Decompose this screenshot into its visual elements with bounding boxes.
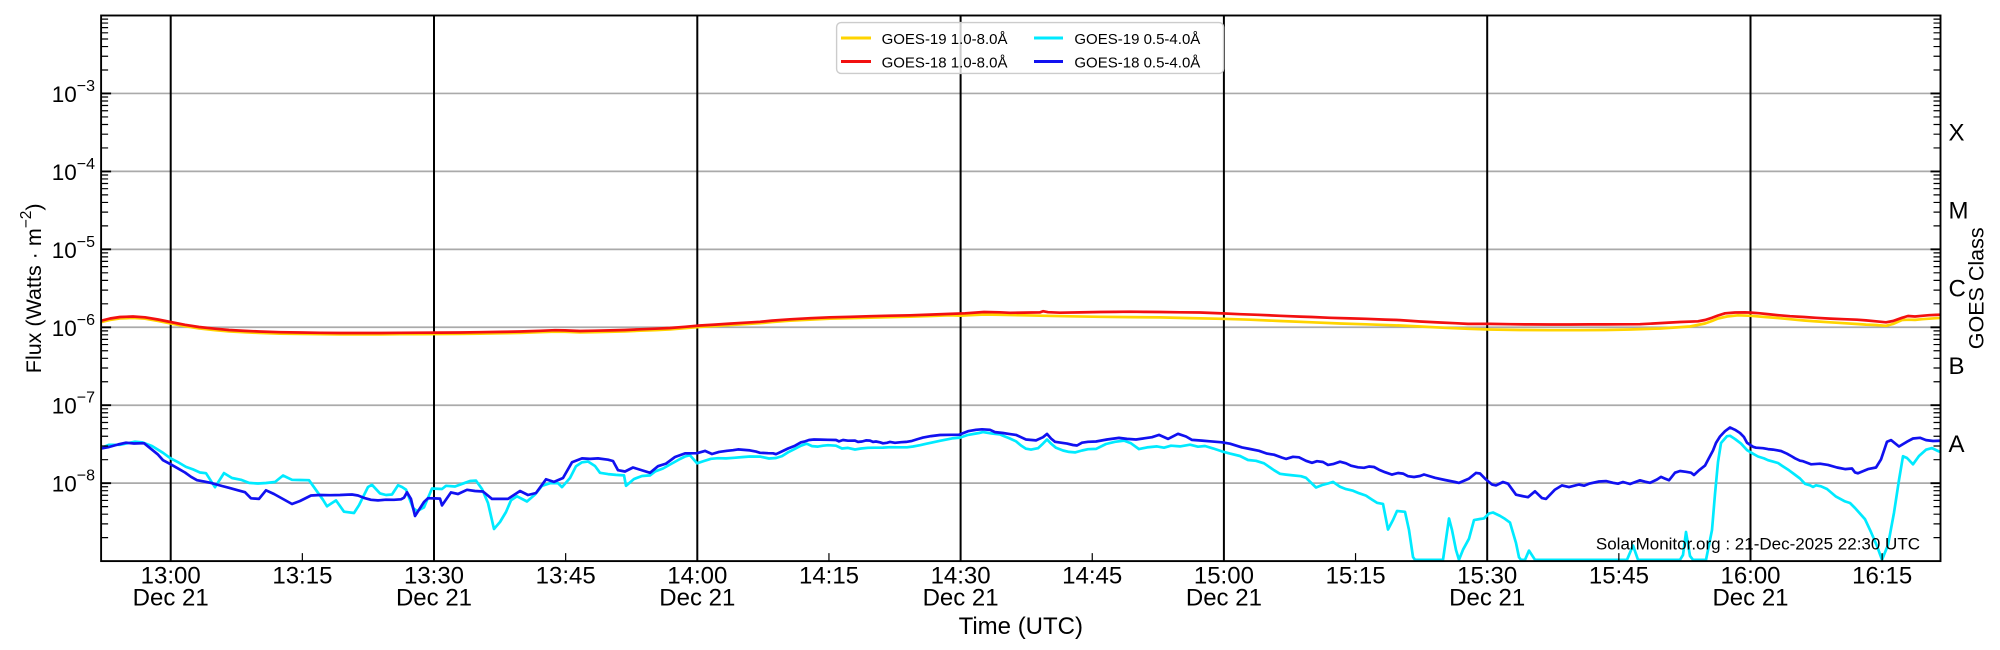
- svg-text:Dec 21: Dec 21: [659, 585, 735, 612]
- svg-text:14:00: 14:00: [667, 563, 727, 590]
- svg-text:SolarMonitor.org : 21-Dec-2025: SolarMonitor.org : 21-Dec-2025 22:30 UTC: [1596, 535, 1920, 554]
- svg-text:GOES Class: GOES Class: [1965, 227, 1989, 349]
- svg-text:Time (UTC): Time (UTC): [959, 613, 1083, 640]
- svg-text:C: C: [1949, 275, 1966, 302]
- svg-text:Flux (Watts · m−2): Flux (Watts · m−2): [18, 203, 46, 373]
- svg-text:GOES-18 0.5-4.0Å: GOES-18 0.5-4.0Å: [1074, 55, 1200, 72]
- svg-text:15:00: 15:00: [1194, 563, 1254, 590]
- svg-text:15:30: 15:30: [1457, 563, 1517, 590]
- svg-text:B: B: [1949, 353, 1965, 380]
- svg-text:14:30: 14:30: [931, 563, 991, 590]
- svg-text:13:15: 13:15: [272, 563, 332, 590]
- svg-text:GOES-19 0.5-4.0Å: GOES-19 0.5-4.0Å: [1074, 31, 1200, 48]
- svg-text:Dec 21: Dec 21: [133, 585, 209, 612]
- svg-text:GOES-18 1.0-8.0Å: GOES-18 1.0-8.0Å: [882, 55, 1008, 72]
- svg-text:A: A: [1949, 431, 1965, 458]
- svg-text:15:45: 15:45: [1589, 563, 1649, 590]
- svg-text:16:15: 16:15: [1852, 563, 1912, 590]
- svg-text:Dec 21: Dec 21: [923, 585, 999, 612]
- svg-text:13:45: 13:45: [536, 563, 596, 590]
- svg-text:15:15: 15:15: [1326, 563, 1386, 590]
- svg-text:X: X: [1949, 119, 1965, 146]
- svg-text:14:15: 14:15: [799, 563, 859, 590]
- svg-text:Dec 21: Dec 21: [1186, 585, 1262, 612]
- svg-text:Dec 21: Dec 21: [396, 585, 472, 612]
- svg-text:M: M: [1949, 197, 1969, 224]
- svg-text:10−7: 10−7: [52, 390, 95, 419]
- svg-text:Dec 21: Dec 21: [1712, 585, 1788, 612]
- svg-text:13:00: 13:00: [141, 563, 201, 590]
- svg-text:GOES-19 1.0-8.0Å: GOES-19 1.0-8.0Å: [882, 31, 1008, 48]
- svg-text:14:45: 14:45: [1062, 563, 1122, 590]
- svg-text:16:00: 16:00: [1720, 563, 1780, 590]
- svg-text:Dec 21: Dec 21: [1449, 585, 1525, 612]
- svg-text:13:30: 13:30: [404, 563, 464, 590]
